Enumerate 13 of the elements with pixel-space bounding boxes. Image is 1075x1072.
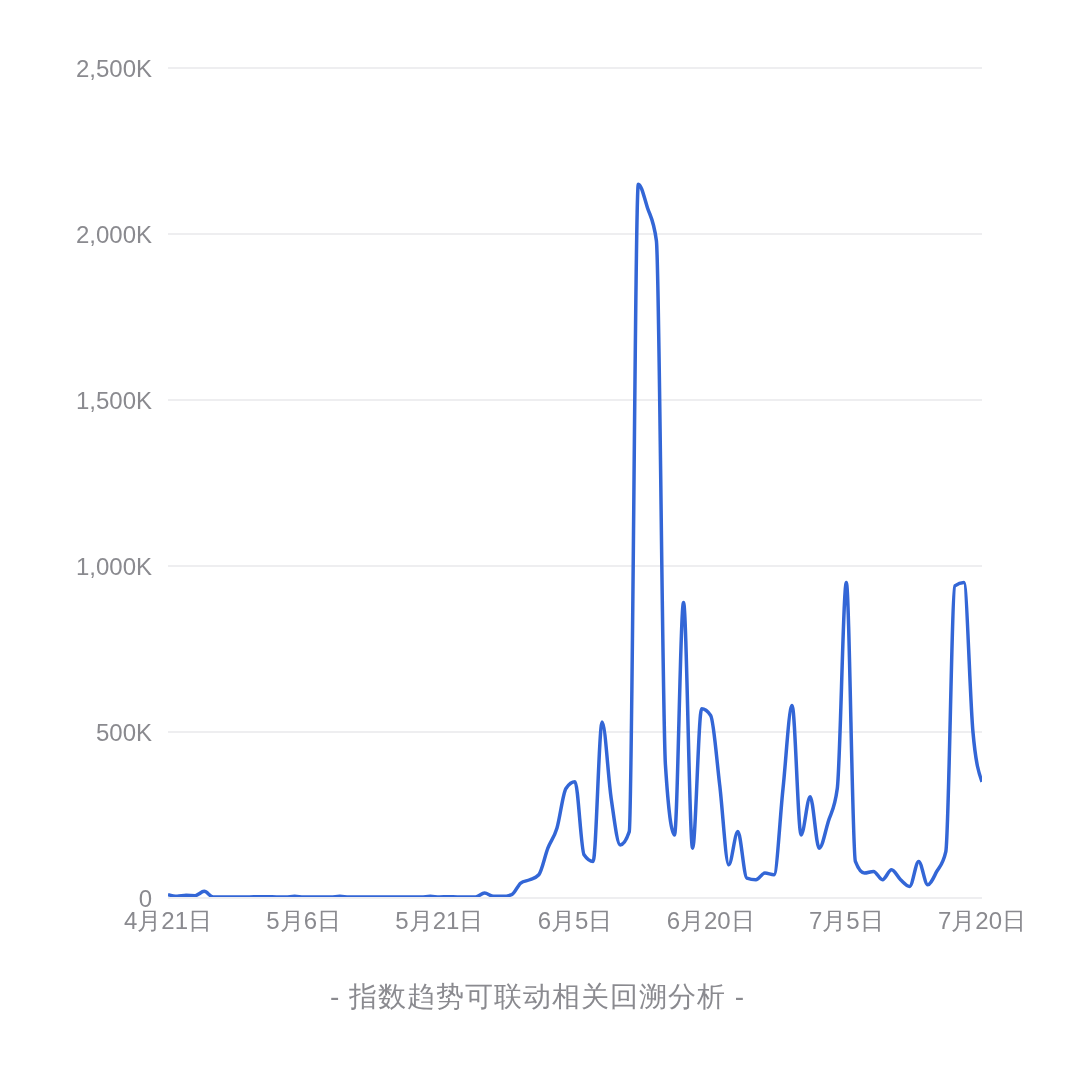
- text: - 指数趋势可联动相关回溯分析 -: [328, 980, 747, 1014]
- y-tick-label: 1,000K: [75, 552, 152, 580]
- x-tick-label: 5月21日: [395, 907, 484, 935]
- x-tick-label: 6月5日: [537, 907, 613, 935]
- x-tick-label: 5月6日: [266, 907, 342, 935]
- y-tick-label: 1,500K: [75, 386, 152, 414]
- y-tick-label: 2,000K: [75, 220, 152, 248]
- y-tick-label: 2,500K: [75, 54, 152, 82]
- x-tick-label: 6月20日: [666, 907, 755, 935]
- x-tick-label: 7月20日: [937, 907, 1027, 935]
- y-tick-label: 500K: [95, 718, 152, 746]
- line-series: [168, 182, 982, 898]
- x-tick-label: 7月5日: [808, 907, 884, 935]
